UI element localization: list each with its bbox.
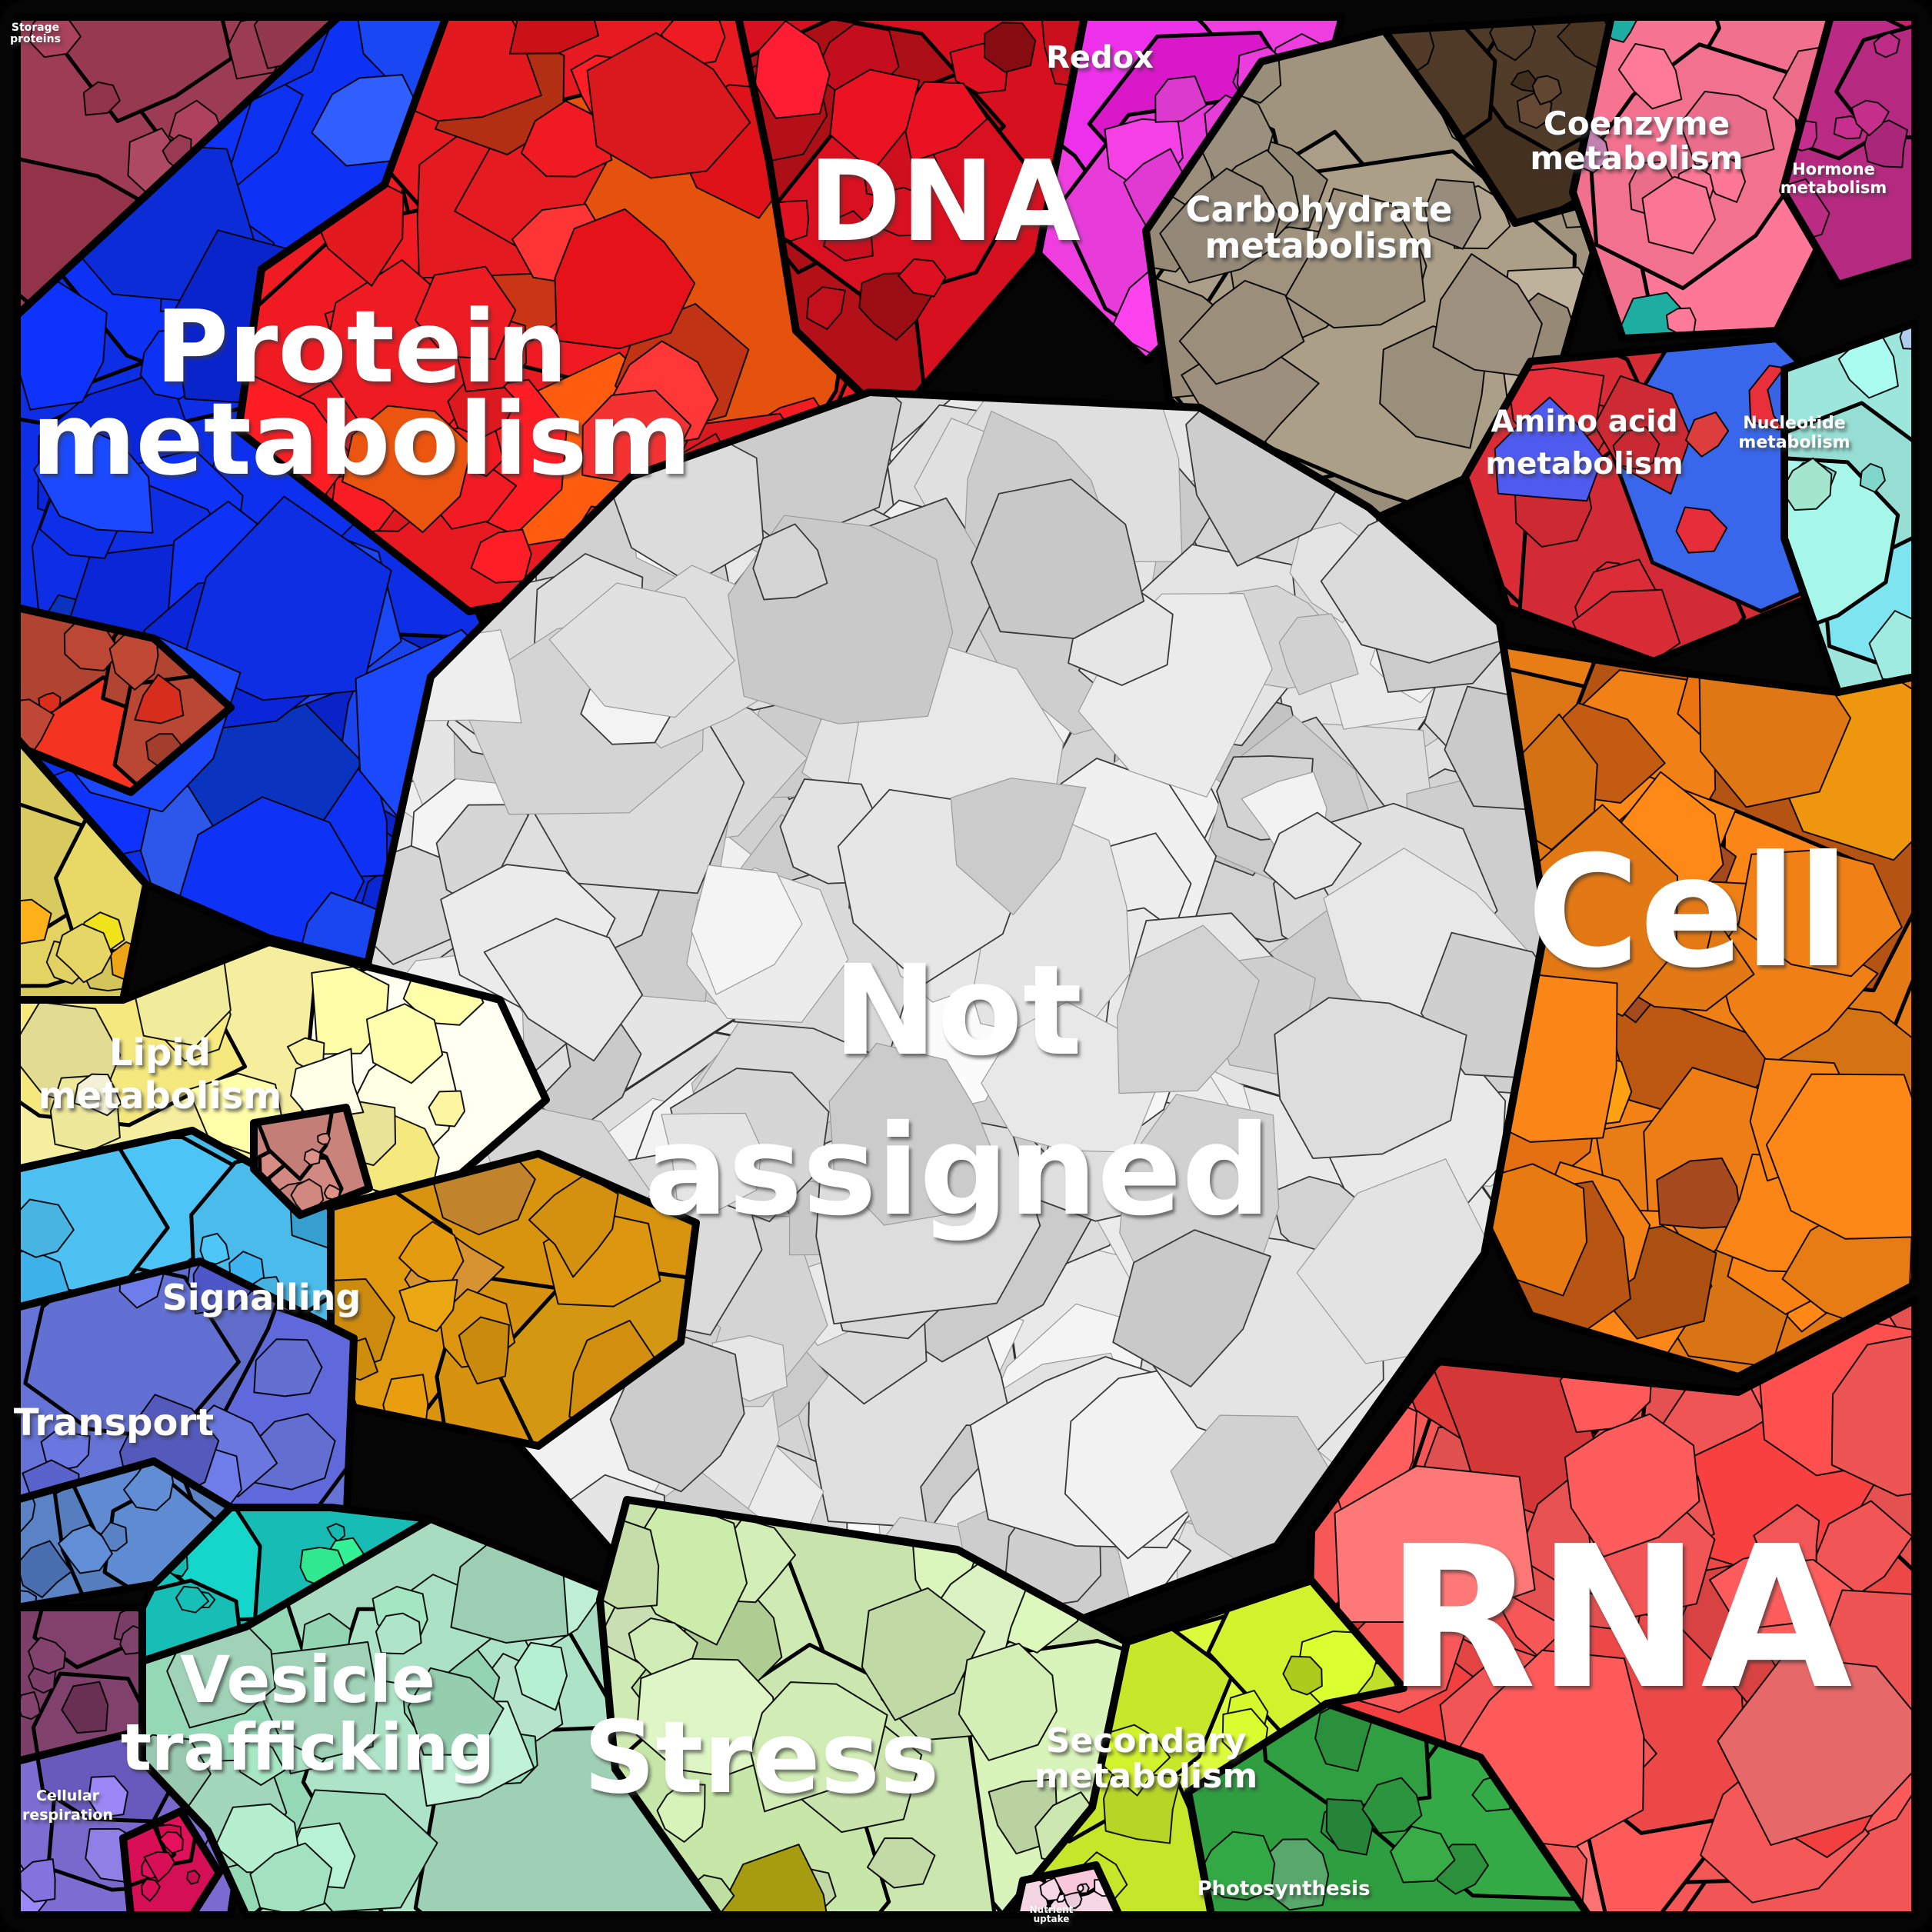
region-steel-blue-cells (17, 1461, 231, 1607)
region-outline-storage-proteins (13, 13, 342, 319)
label-line: Protein (155, 288, 568, 405)
label-line: Nutrient (1030, 1904, 1074, 1915)
label-line: metabolism (1530, 139, 1743, 177)
label-line: proteins (10, 33, 61, 45)
label-amino-acid-metabolism: Amino acid metabolism (1485, 405, 1683, 481)
region-outline-brick-cells (13, 604, 235, 796)
region-hormone-metabolism (1783, 17, 1915, 285)
region-outline-hormone-metabolism (1779, 13, 1919, 288)
label-line: Redox (1046, 40, 1154, 75)
label-line: Photosynthesis (1197, 1877, 1370, 1900)
label-line: Carbohydrate (1186, 189, 1453, 230)
label-cellular-respiration: Cellular respiration (22, 1787, 113, 1824)
label-line: Lipid (109, 1031, 211, 1074)
label-nutrient-uptake: Nutrient uptake (1030, 1904, 1074, 1924)
label-line: metabolism (1485, 447, 1683, 481)
region-outline-brown-cells (1381, 13, 1631, 227)
label-line: Secondary (1046, 1721, 1247, 1760)
label-transport: Transport (14, 1401, 214, 1444)
region-outline-rna (1304, 1296, 1919, 1919)
label-stress: Stress (584, 1699, 940, 1816)
region-outline-vesicle-trafficking (138, 1515, 723, 1919)
label-signalling: Signalling (162, 1277, 361, 1318)
label-line: Cellular (36, 1787, 100, 1804)
region-outline-yellow-strip (13, 734, 150, 1004)
label-rna: RNA (1385, 1504, 1852, 1733)
region-vesicle-trafficking (142, 1519, 719, 1915)
region-outline-not-assigned (358, 388, 1550, 1665)
label-secondary-metabolism: Secondary metabolism (1034, 1721, 1257, 1796)
label-line: metabolism (38, 1074, 282, 1118)
label-line: Amino acid (1491, 405, 1677, 439)
label-cell: Cell (1527, 823, 1850, 1002)
label-line: Not (833, 939, 1082, 1084)
label-lipid-metabolism: Lipid metabolism (38, 1031, 282, 1118)
label-line: RNA (1385, 1504, 1852, 1733)
label-line: Stress (584, 1699, 940, 1816)
label-carbohydrate-metabolism: Carbohydrate metabolism (1186, 189, 1453, 266)
label-line: Cell (1527, 823, 1850, 1002)
region-outline-amino-acid-metabolism (1461, 335, 1842, 665)
label-nucleotide-metabolism: Nucleotide metabolism (1738, 414, 1850, 452)
label-line: Storage (12, 22, 59, 34)
label-storage-proteins: Storage proteins (10, 22, 61, 45)
label-line: metabolism (1205, 225, 1434, 266)
label-line: metabolism (1780, 178, 1887, 197)
label-line: trafficking (121, 1710, 495, 1785)
label-protein-metabolism: Protein metabolism (32, 288, 691, 498)
label-line: Nucleotide (1743, 414, 1845, 433)
label-line: metabolism (32, 381, 691, 498)
label-photosynthesis: Photosynthesis (1197, 1877, 1370, 1900)
label-line: Vesicle (180, 1642, 435, 1717)
region-yellow-strip (17, 738, 146, 1000)
label-line: Signalling (162, 1277, 361, 1318)
label-line: assigned (645, 1099, 1271, 1244)
label-line: Transport (14, 1401, 214, 1444)
region-outline-rose-cell (250, 1104, 373, 1219)
label-not-assigned: Not assigned (645, 939, 1271, 1244)
label-redox: Redox (1046, 40, 1154, 75)
region-outline-photosynthesis (1184, 1700, 1592, 1919)
label-line: respiration (22, 1807, 113, 1824)
region-nucleotide-metabolism (1784, 323, 1915, 692)
label-line: metabolism (1034, 1757, 1257, 1796)
label-coenzyme-metabolism: Coenzyme metabolism (1530, 105, 1743, 177)
label-vesicle-trafficking: Vesicle trafficking (121, 1642, 495, 1785)
region-outline-crimson-sliver (119, 1807, 223, 1919)
region-outline-nutrient-uptake (1011, 1861, 1123, 1919)
label-hormone-metabolism: Hormone metabolism (1780, 160, 1887, 197)
label-line: DNA (808, 137, 1081, 267)
label-line: metabolism (1738, 433, 1850, 452)
label-dna: DNA (808, 137, 1081, 267)
label-line: Coenzyme (1544, 105, 1730, 142)
label-line: Hormone (1792, 160, 1875, 178)
label-line: uptake (1034, 1914, 1070, 1924)
